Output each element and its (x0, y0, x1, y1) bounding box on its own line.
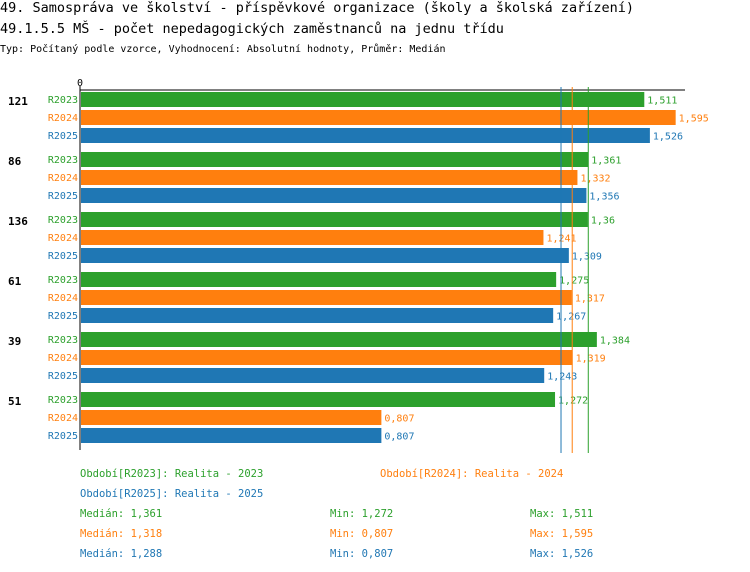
series-label-r2025: R2025 (48, 191, 78, 202)
data-label-51-r2025: 0,807 (384, 432, 414, 443)
bar-61-r2023 (81, 272, 557, 287)
group-label-39: 39 (8, 335, 21, 348)
data-label-39-r2024: 1,319 (576, 354, 606, 365)
data-label-51-r2024: 0,807 (384, 414, 414, 425)
bar-86-r2023 (81, 152, 589, 167)
data-label-136-r2024: 1,241 (546, 234, 576, 245)
bar-chart: 0 121 R2023 1,511 R2024 1,595 R2025 1,526 86 R202… (8, 78, 709, 453)
group-label-51: 51 (8, 395, 22, 408)
series-label-r2024: R2024 (48, 113, 78, 124)
series-label-r2024: R2024 (48, 293, 78, 304)
series-label-r2023: R2023 (48, 155, 78, 166)
stat-median-r2023: Medián: 1,361 (80, 508, 163, 520)
bar-136-r2023 (81, 212, 588, 227)
data-label-121-r2023: 1,511 (647, 96, 677, 107)
bar-61-r2024 (81, 290, 572, 305)
bar-39-r2025 (81, 368, 545, 383)
legend-period-r2025: Období[R2025]: Realita - 2025 (80, 488, 264, 500)
series-label-r2024: R2024 (48, 173, 78, 184)
bar-51-r2024 (81, 410, 382, 425)
series-label-r2023: R2023 (48, 95, 78, 106)
chart-subtitle: 49.1.5.5 MŠ - počet nepedagogických zamě… (0, 21, 504, 37)
bar-86-r2024 (81, 170, 578, 185)
data-label-39-r2025: 1,243 (547, 372, 577, 383)
series-label-r2023: R2023 (48, 275, 78, 286)
group-label-61: 61 (8, 275, 22, 288)
data-label-121-r2024: 1,595 (679, 114, 709, 125)
stat-min-r2024: Min: 0,807 (330, 528, 394, 540)
bar-136-r2024 (81, 230, 544, 245)
data-label-39-r2023: 1,384 (600, 336, 630, 347)
bar-51-r2023 (81, 392, 556, 407)
data-label-136-r2023: 1,36 (591, 216, 615, 227)
data-label-86-r2025: 1,356 (589, 192, 619, 203)
bar-136-r2025 (81, 248, 569, 263)
series-label-r2025: R2025 (48, 131, 78, 142)
x-tick-label-zero: 0 (77, 78, 83, 89)
chart-title: 49. Samospráva ve školství - příspěvkové… (0, 0, 634, 16)
data-label-86-r2024: 1,332 (580, 174, 610, 185)
stat-median-r2024: Medián: 1,318 (80, 528, 163, 540)
stat-max-r2024: Max: 1,595 (530, 528, 594, 540)
series-label-r2023: R2023 (48, 215, 78, 226)
bar-86-r2025 (81, 188, 587, 203)
bar-121-r2024 (81, 110, 676, 125)
series-label-r2024: R2024 (48, 233, 78, 244)
stat-median-r2025: Medián: 1,288 (80, 548, 163, 560)
group-label-86: 86 (8, 155, 22, 168)
bar-39-r2023 (81, 332, 597, 347)
bar-51-r2025 (81, 428, 382, 443)
stat-max-r2025: Max: 1,526 (530, 548, 594, 560)
series-label-r2024: R2024 (48, 413, 78, 424)
group-label-136: 136 (8, 215, 28, 228)
stat-max-r2023: Max: 1,511 (530, 508, 594, 520)
series-label-r2025: R2025 (48, 371, 78, 382)
bar-61-r2025 (81, 308, 554, 323)
bar-121-r2023 (81, 92, 645, 107)
bar-121-r2025 (81, 128, 650, 143)
series-label-r2023: R2023 (48, 335, 78, 346)
legend-period-r2024: Období[R2024]: Realita - 2024 (380, 468, 564, 480)
series-label-r2025: R2025 (48, 251, 78, 262)
group-label-121: 121 (8, 95, 28, 108)
data-label-51-r2023: 1,272 (558, 396, 588, 407)
data-label-61-r2023: 1,275 (559, 276, 589, 287)
bar-39-r2024 (81, 350, 573, 365)
stat-min-r2025: Min: 0,807 (330, 548, 394, 560)
series-label-r2025: R2025 (48, 431, 78, 442)
data-label-61-r2024: 1,317 (575, 294, 605, 305)
stat-min-r2023: Min: 1,272 (330, 508, 394, 520)
legend-period-r2023: Období[R2023]: Realita - 2023 (80, 468, 264, 480)
data-label-86-r2023: 1,361 (591, 156, 621, 167)
series-label-r2024: R2024 (48, 353, 78, 364)
data-label-61-r2025: 1,267 (556, 312, 586, 323)
chart-type-info: Typ: Počítaný podle vzorce, Vyhodnocení:… (0, 44, 446, 55)
data-label-136-r2025: 1,309 (572, 252, 602, 263)
series-label-r2025: R2025 (48, 311, 78, 322)
series-label-r2023: R2023 (48, 395, 78, 406)
data-label-121-r2025: 1,526 (653, 132, 683, 143)
